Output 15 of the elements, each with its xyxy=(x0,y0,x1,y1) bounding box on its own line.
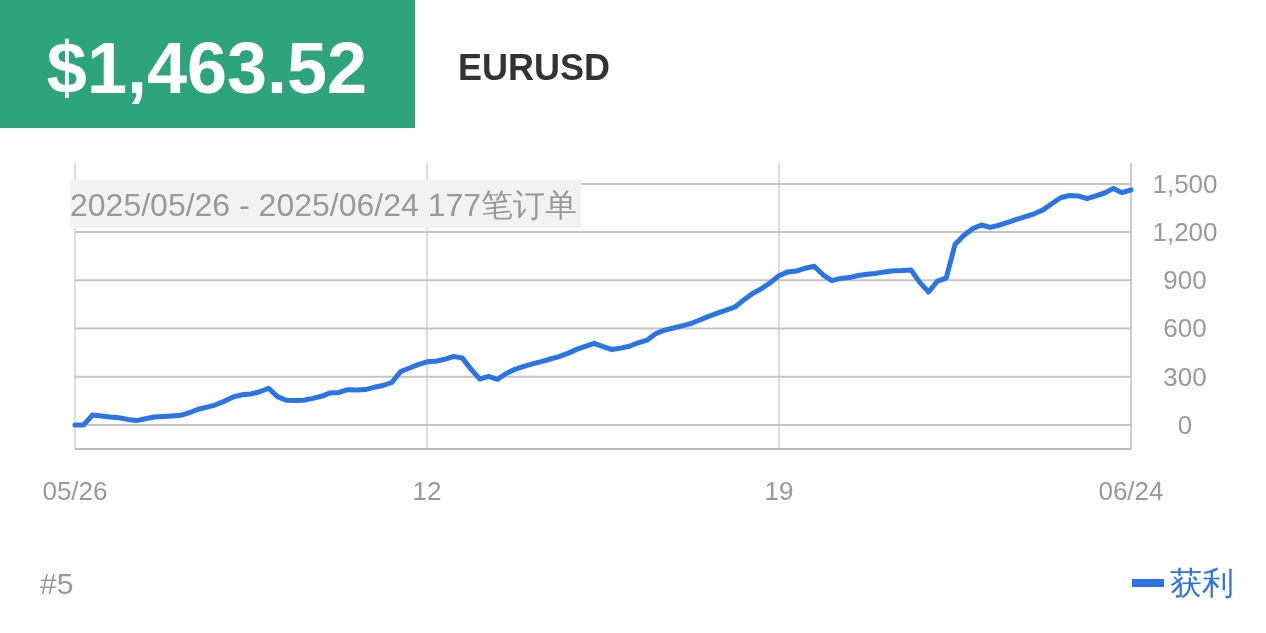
x-tick-label: 06/24 xyxy=(1098,476,1164,506)
text: #5 xyxy=(40,567,74,600)
y-tick-label: 1,200 xyxy=(1152,217,1218,248)
y-tick-label: 600 xyxy=(1163,313,1207,344)
y-tick-label: 0 xyxy=(1177,409,1193,440)
y-tick-label: 900 xyxy=(1163,265,1207,296)
x-tick-label: 12 xyxy=(412,476,442,506)
x-tick-label: 05/26 xyxy=(42,476,108,506)
x-tick-label: 19 xyxy=(764,476,794,506)
chart-title: $1,463.52 xyxy=(46,28,368,108)
annotation: 2025/05/26 - 2025/06/24 177笔订单 xyxy=(70,187,578,223)
chart-subtitle: EURUSD xyxy=(458,47,611,88)
y-tick-label: 300 xyxy=(1163,361,1207,392)
y-tick-label: 1,500 xyxy=(1152,168,1218,199)
legend-label: 获利 xyxy=(1170,565,1234,601)
